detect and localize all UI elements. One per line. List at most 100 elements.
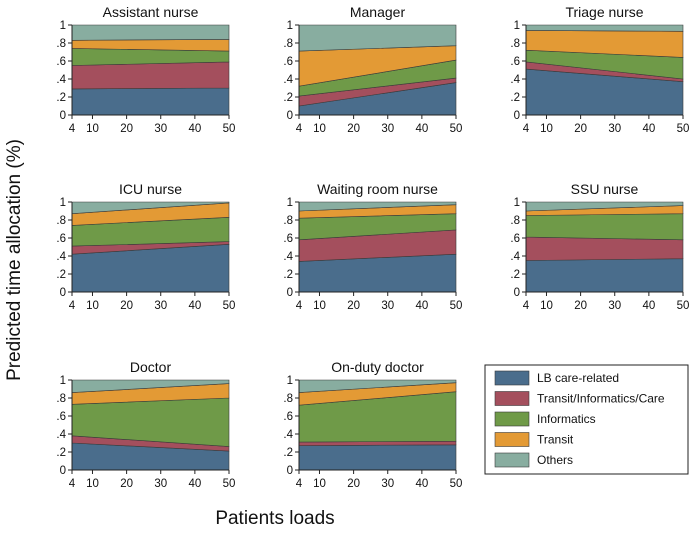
- x-tick-label: 50: [677, 300, 690, 312]
- y-tick-label: .6: [510, 233, 520, 245]
- x-tick-label: 40: [415, 300, 428, 312]
- y-tick-label: .8: [510, 38, 520, 50]
- legend-swatch-others: [494, 452, 530, 468]
- y-tick-label: 1: [60, 197, 66, 209]
- x-tick-label: 30: [381, 123, 394, 135]
- y-tick-label: .6: [56, 233, 66, 245]
- y-tick-label: 1: [60, 375, 66, 387]
- panel-title: Waiting room nurse: [317, 181, 438, 197]
- y-tick-label: 0: [287, 287, 293, 299]
- y-tick-label: .8: [56, 38, 66, 50]
- panel-title: Assistant nurse: [103, 4, 199, 20]
- y-tick-label: .2: [56, 92, 66, 104]
- y-tick-label: 0: [60, 110, 66, 122]
- x-tick-label: 30: [154, 300, 167, 312]
- x-tick-label: 50: [450, 123, 463, 135]
- legend-swatch-transit: [494, 432, 530, 447]
- y-tick-label: .2: [283, 447, 293, 459]
- legend-swatch-lb-care-related: [494, 370, 530, 386]
- area-transit-informatics-care: [71, 61, 230, 90]
- area-informatics: [525, 213, 684, 241]
- panel-doctor: 0 .2 .4 .6 .8 1 4 10 20 30 40 50 Doctor: [56, 359, 235, 490]
- y-tick-label: .6: [56, 56, 66, 68]
- panel-icu-nurse: 0 .2 .4 .6 .8 1 4 10 20 30 40 50 ICU nurse: [56, 181, 235, 312]
- area-lb-care-related: [71, 87, 230, 116]
- x-tick-label: 4: [296, 300, 303, 312]
- y-tick-label: 1: [287, 20, 293, 32]
- x-tick-label: 30: [154, 478, 167, 490]
- x-tick-label: 4: [69, 478, 76, 490]
- y-tick-label: 1: [287, 375, 293, 387]
- panel-ssu-nurse: 0 .2 .4 .6 .8 1 4 10 20 30 40 50 SSU nurse: [510, 181, 689, 312]
- x-tick-label: 30: [608, 300, 621, 312]
- x-tick-label: 4: [296, 123, 303, 135]
- x-tick-label: 20: [347, 123, 360, 135]
- x-tick-label: 40: [642, 300, 655, 312]
- x-tick-label: 40: [415, 478, 428, 490]
- y-tick-label: .4: [283, 429, 293, 441]
- x-tick-label: 10: [86, 123, 99, 135]
- panel-assistant-nurse: 0 .2 .4 .6 .8 1 4 10 20 30 40 50 Assistant nurse: [56, 4, 235, 135]
- panel-on-duty-doctor: 0 .2 .4 .6 .8 1 4 10 20 30 40 50 On-duty doctor: [283, 359, 462, 490]
- y-tick-label: 0: [287, 110, 293, 122]
- x-tick-label: 10: [313, 123, 326, 135]
- panel-title: On-duty doctor: [331, 359, 424, 375]
- legend-swatch-informatics: [494, 411, 530, 427]
- y-tick-label: .4: [510, 251, 520, 263]
- y-tick-label: 1: [514, 20, 520, 32]
- x-tick-label: 50: [223, 478, 236, 490]
- x-tick-label: 30: [154, 123, 167, 135]
- legend: LB care-related Transit/Informatics/Care I…: [484, 364, 689, 475]
- legend-label-informatics: Informatics: [537, 412, 596, 426]
- panel-title: SSU nurse: [571, 181, 639, 197]
- x-tick-label: 10: [86, 300, 99, 312]
- x-tick-label: 40: [188, 123, 201, 135]
- legend-label-transit-informatics-care: Transit/Informatics/Care: [537, 392, 665, 406]
- y-tick-label: .2: [510, 92, 520, 104]
- x-tick-label: 20: [120, 123, 133, 135]
- y-tick-label: .6: [283, 411, 293, 423]
- x-tick-label: 40: [642, 123, 655, 135]
- panel-triage-nurse: 0 .2 .4 .6 .8 1 4 10 20 30 40 50 Triage nurse: [510, 4, 689, 135]
- legend-swatch-transit-informatics-care: [494, 391, 530, 406]
- x-tick-label: 50: [677, 123, 690, 135]
- y-tick-label: .6: [56, 411, 66, 423]
- y-tick-label: .2: [283, 92, 293, 104]
- x-tick-label: 4: [296, 478, 303, 490]
- area-lb-care-related: [525, 258, 684, 293]
- legend-label-transit: Transit: [537, 433, 574, 447]
- y-tick-label: .4: [283, 251, 293, 263]
- y-tick-label: .2: [56, 447, 66, 459]
- y-tick-label: .4: [510, 74, 520, 86]
- x-axis-label: Patients loads: [215, 508, 334, 529]
- y-tick-label: 0: [60, 287, 66, 299]
- y-axis-label: Predicted time allocation (%): [4, 139, 25, 381]
- y-tick-label: .8: [56, 393, 66, 405]
- x-tick-label: 4: [523, 123, 530, 135]
- x-tick-label: 30: [608, 123, 621, 135]
- panel-title: Manager: [350, 4, 406, 20]
- x-tick-label: 4: [69, 300, 76, 312]
- x-tick-label: 50: [450, 478, 463, 490]
- x-tick-label: 40: [188, 300, 201, 312]
- x-tick-label: 30: [381, 300, 394, 312]
- y-tick-label: 1: [60, 20, 66, 32]
- y-tick-label: .8: [283, 38, 293, 50]
- panel-title: Triage nurse: [565, 4, 643, 20]
- x-tick-label: 10: [313, 478, 326, 490]
- y-tick-label: .8: [283, 393, 293, 405]
- y-tick-label: .6: [283, 233, 293, 245]
- x-tick-label: 50: [223, 123, 236, 135]
- x-tick-label: 10: [540, 123, 553, 135]
- panel-title: ICU nurse: [119, 181, 182, 197]
- y-tick-label: .2: [283, 269, 293, 281]
- y-tick-label: .2: [56, 269, 66, 281]
- x-tick-label: 20: [347, 478, 360, 490]
- x-tick-label: 10: [313, 300, 326, 312]
- legend-label-others: Others: [537, 453, 573, 467]
- area-others: [71, 24, 230, 41]
- area-transit-informatics-care: [525, 236, 684, 261]
- y-tick-label: 0: [514, 110, 520, 122]
